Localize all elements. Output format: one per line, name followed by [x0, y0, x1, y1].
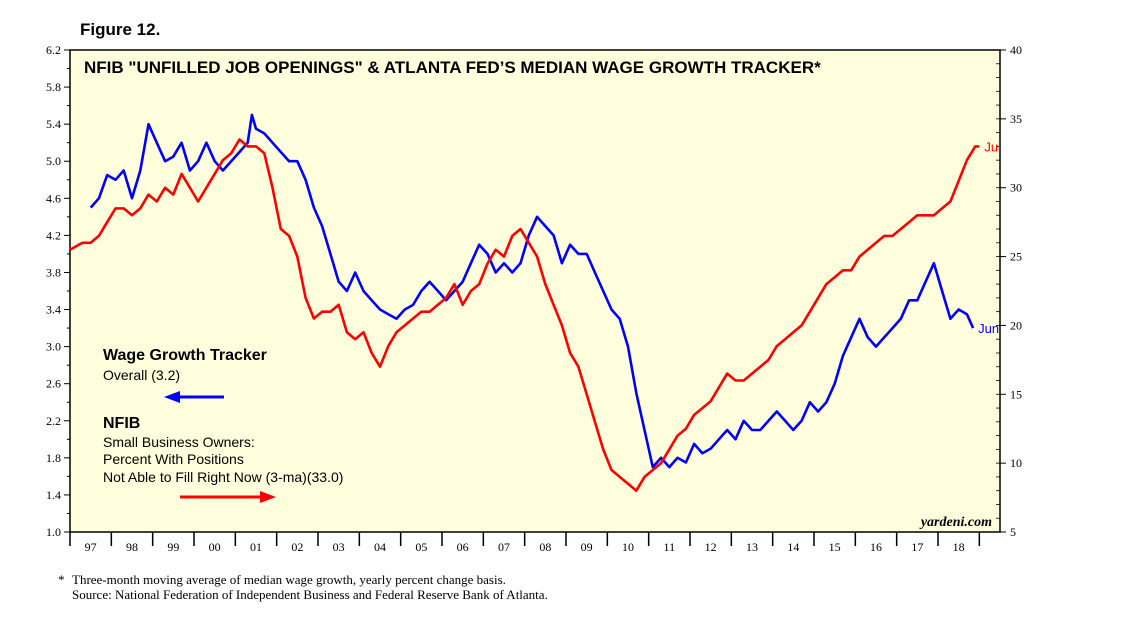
- y-left-label-9: 4.6: [46, 191, 61, 205]
- footnote-body: Three-month moving average of median wag…: [72, 572, 506, 587]
- x-label-5: 02: [291, 540, 303, 554]
- y-left-label-5: 3.0: [46, 340, 61, 354]
- x-label-8: 05: [415, 540, 427, 554]
- tick-labels: 1.0 1.4 1.8 2.2 2.6 3.0 3.4 3.8 4.2 4.6 5.0 5.4 5.8 6…: [46, 43, 1022, 554]
- y-right-label-1: 10: [1010, 456, 1022, 470]
- x-label-11: 08: [539, 540, 551, 554]
- y-right-label-2: 15: [1010, 387, 1022, 401]
- y-right-label-5: 30: [1010, 181, 1022, 195]
- y-left-label-12: 5.8: [46, 80, 61, 94]
- x-label-20: 17: [911, 540, 923, 554]
- x-label-10: 07: [498, 540, 510, 554]
- y-left-label-6: 3.4: [46, 303, 61, 317]
- legend-wage: Wage Growth Tracker Overall (3.2): [103, 347, 267, 403]
- x-label-17: 14: [787, 540, 799, 554]
- x-label-16: 13: [746, 540, 758, 554]
- y-right-label-6: 35: [1010, 112, 1022, 126]
- y-left-label-0: 1.0: [46, 525, 61, 539]
- figure-label: Figure 12.: [80, 20, 161, 39]
- y-left-label-2: 1.8: [46, 451, 61, 465]
- chart-title: NFIB "UNFILLED JOB OPENINGS" & ATLANTA F…: [84, 58, 821, 77]
- y-left-label-1: 1.4: [46, 488, 61, 502]
- legend-wage-subtitle: Overall (3.2): [103, 367, 180, 383]
- y-right-label-0: 5: [1010, 525, 1016, 539]
- series-end-label-1: Jul: [984, 139, 1001, 154]
- y-left-label-10: 5.0: [46, 154, 61, 168]
- legend-nfib-line1: Small Business Owners:: [103, 434, 255, 450]
- x-label-21: 18: [953, 540, 965, 554]
- y-left-label-11: 5.4: [46, 117, 61, 131]
- x-label-1: 98: [126, 540, 138, 554]
- legend-nfib: NFIB Small Business Owners: Percent With…: [103, 415, 343, 503]
- x-label-9: 06: [457, 540, 469, 554]
- x-label-2: 99: [167, 540, 179, 554]
- y-left-label-13: 6.2: [46, 43, 61, 57]
- x-label-3: 00: [209, 540, 221, 554]
- x-label-15: 12: [705, 540, 717, 554]
- y-left-label-7: 3.8: [46, 265, 61, 279]
- legend-nfib-line2: Percent With Positions: [103, 451, 244, 467]
- watermark: yardeni.com: [919, 515, 992, 530]
- x-label-6: 03: [333, 540, 345, 554]
- x-label-4: 01: [250, 540, 262, 554]
- y-left-label-4: 2.6: [46, 377, 61, 391]
- axis-ticks: [64, 49, 1006, 546]
- series-lines: Jun Jul: [69, 113, 1001, 492]
- x-label-0: 97: [85, 540, 97, 554]
- y-left-label-8: 4.2: [46, 228, 61, 242]
- series-line-nfib: [69, 138, 980, 492]
- x-label-19: 16: [870, 540, 882, 554]
- legend-nfib-arrow: [180, 491, 276, 503]
- legend-nfib-line3: Not Able to Fill Right Now (3-ma)(33.0): [103, 469, 343, 485]
- footnote: * Three-month moving average of median wa…: [58, 572, 548, 602]
- y-right-label-4: 25: [1010, 250, 1022, 264]
- footnote-text: * Three-month moving average of median wa…: [58, 572, 548, 587]
- y-right-label-7: 40: [1010, 43, 1022, 57]
- series-end-label-0: Jun: [978, 321, 999, 336]
- x-label-7: 04: [374, 540, 386, 554]
- x-label-14: 11: [664, 540, 676, 554]
- footnote-source: Source: National Federation of Independe…: [72, 587, 548, 602]
- legend-wage-title: Wage Growth Tracker: [103, 347, 267, 364]
- x-label-12: 09: [581, 540, 593, 554]
- series-line-wage: [89, 113, 975, 469]
- y-right-label-3: 20: [1010, 318, 1022, 332]
- legend-wage-arrow: [164, 391, 224, 403]
- plot-area: [69, 49, 1001, 533]
- y-left-label-3: 2.2: [46, 414, 61, 428]
- footnote-marker: *: [58, 572, 65, 587]
- legend-nfib-title: NFIB: [103, 415, 140, 432]
- x-label-13: 10: [622, 540, 634, 554]
- x-label-18: 15: [829, 540, 841, 554]
